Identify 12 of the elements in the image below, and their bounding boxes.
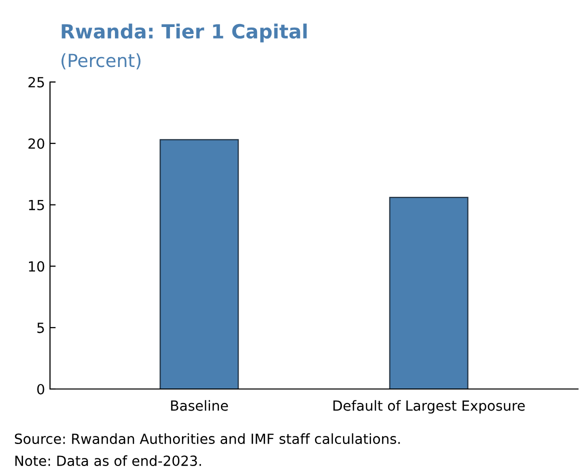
source-note: Source: Rwandan Authorities and IMF staff calculations.: [14, 433, 400, 444]
y-tick-label: 0: [37, 384, 44, 394]
x-tick-label: Baseline: [171, 400, 228, 411]
x-tick-label: Default of Largest Exposure: [333, 400, 525, 414]
y-tick-label: 25: [28, 76, 44, 88]
y-tick-label: 5: [37, 322, 44, 334]
y-tick-label: 20: [28, 138, 44, 149]
chart-title: Rwanda: Tier 1 Capital: [62, 24, 307, 42]
y-tick-label: 15: [28, 200, 44, 210]
text: Note: Data as of end-2023.: [15, 455, 201, 466]
y-tick-label: 10: [28, 261, 44, 272]
chart-subtitle: (Percent): [62, 53, 140, 70]
